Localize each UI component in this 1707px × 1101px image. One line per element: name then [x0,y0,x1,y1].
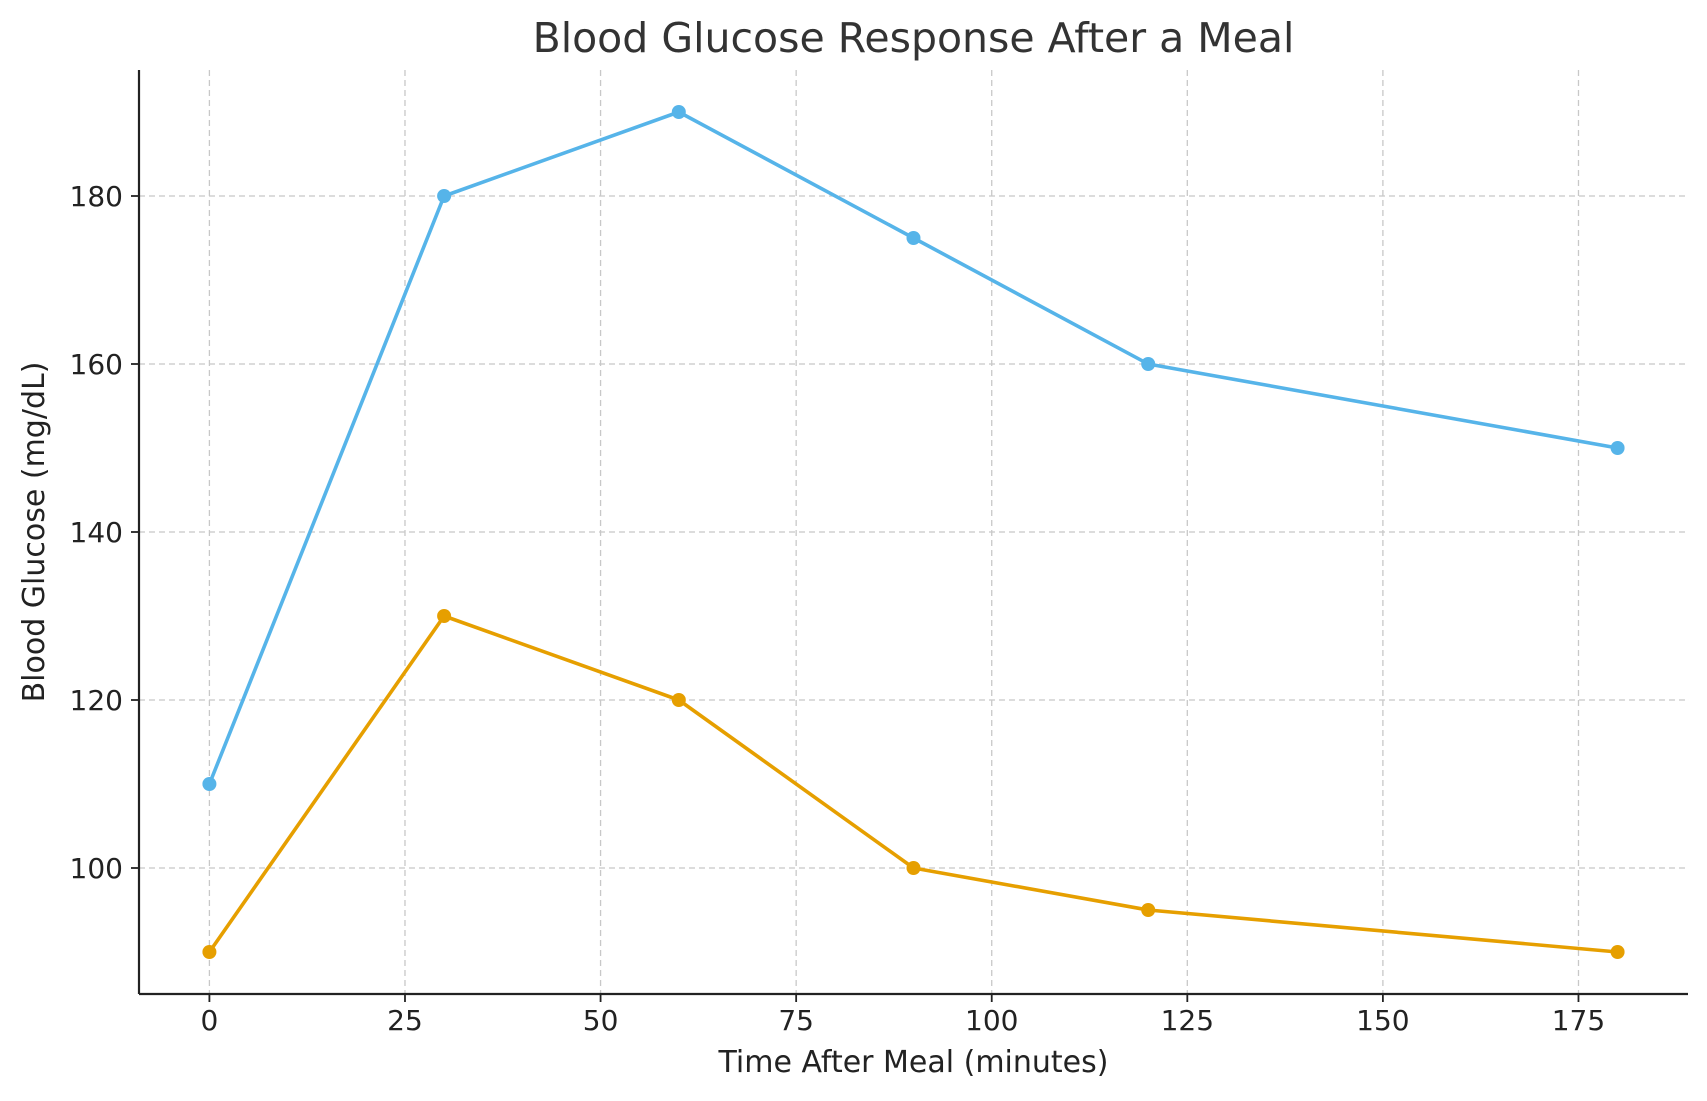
series-line [207,110,1618,785]
y-tick-label: 120 [70,684,123,717]
data-point [437,609,452,623]
y-tick-label: 160 [70,348,123,381]
data-point [202,945,217,959]
x-tick-label: 25 [387,1004,423,1037]
x-tick-label: 0 [200,1004,218,1037]
y-tick-label: 180 [70,180,123,213]
x-tick-label: 125 [1161,1004,1214,1037]
data-point [437,189,452,203]
grid [139,70,1688,994]
data-point [1141,357,1156,371]
data-point [671,105,686,119]
x-tick-label: 175 [1552,1004,1605,1037]
x-tick-label: 75 [778,1004,814,1037]
y-axis-label: Blood Glucose (mg/dL) [17,362,52,703]
x-tick-label: 100 [965,1004,1018,1037]
data-point [202,777,217,791]
data-point [1610,945,1625,959]
series-line [207,614,1618,954]
x-axis-label: Time After Meal (minutes) [718,1045,1109,1080]
chart-title: Blood Glucose Response After a Meal [533,14,1295,62]
series-1 [202,105,1625,791]
data-point [906,231,921,245]
data-point [671,693,686,707]
y-tick-label: 140 [70,516,123,549]
data-point [906,861,921,875]
x-tick-label: 150 [1356,1004,1409,1037]
series-2 [202,609,1625,959]
data-point [1141,903,1156,917]
x-tick-label: 50 [583,1004,619,1037]
series [202,105,1625,959]
y-tick-label: 100 [70,852,123,885]
data-point [1610,441,1625,455]
tick-labels: 0 25 50 75 100 125 150 175 100 120 140 160 180 [70,180,1606,1037]
